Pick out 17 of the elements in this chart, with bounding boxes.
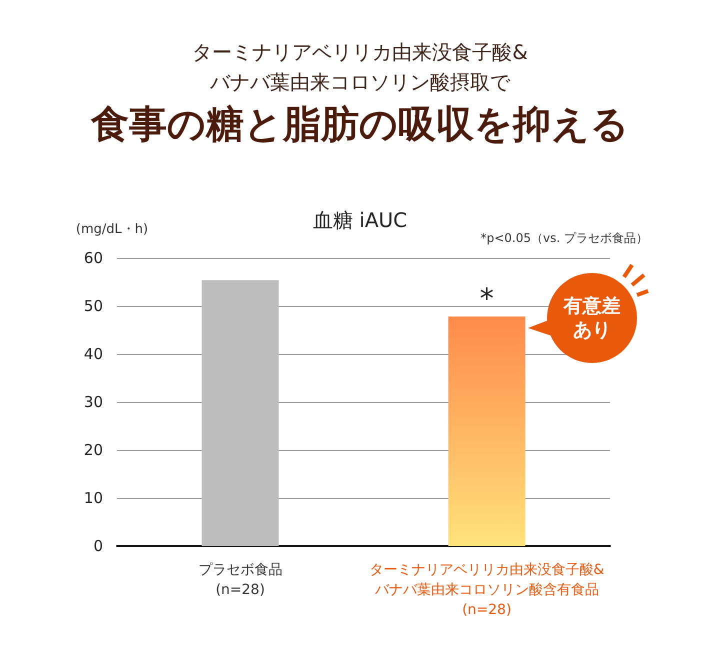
y-tick-label: 50 (84, 297, 103, 315)
chart-subtitle: 食事の糖と脂肪の吸収を抑える (90, 102, 629, 146)
annotation: * (480, 282, 494, 316)
annotation: 有意差 (562, 295, 620, 317)
y-tick-label: 10 (84, 489, 103, 507)
x-axis-title: 血糖 iAUC (312, 208, 408, 232)
y-tick-label: 0 (93, 537, 103, 555)
y-tick-label: 20 (84, 441, 103, 459)
chart-title: ターミナリアベリリカ由来没食子酸& バナバ葉由来コロソリン酸摂取で (192, 40, 528, 94)
y-tick-label: 60 (84, 249, 103, 267)
x-tick-label: プラセボ食品 (n=28) (198, 562, 282, 598)
y-tick-label: 40 (84, 345, 103, 363)
annotation: あり (573, 319, 611, 341)
x-tick-label: ターミナリアベリリカ由来没食子酸& バナバ葉由来コロソリン酸含有食品 (n=28) (369, 562, 604, 618)
y-tick-label: 30 (84, 393, 103, 411)
y-axis-title: (mg/dL・h) (76, 222, 148, 237)
text: *p<0.05（vs. プラセボ食品） (480, 231, 648, 245)
